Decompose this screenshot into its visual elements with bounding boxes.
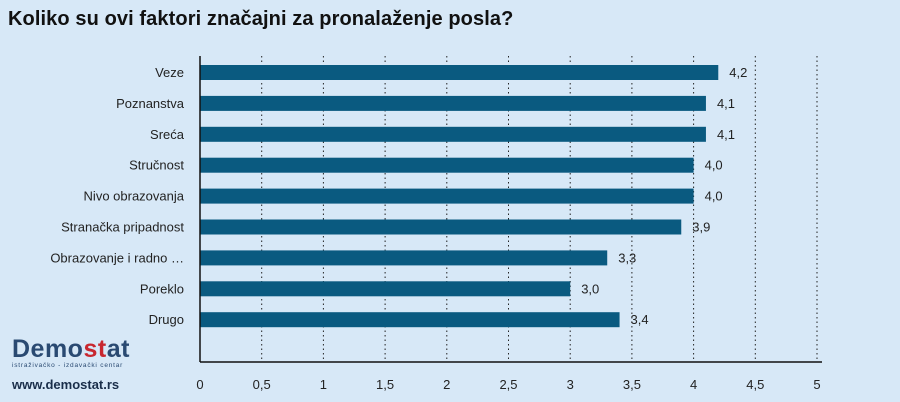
value-label: 4,1 <box>717 127 735 142</box>
brand-name: Demostat <box>12 335 130 363</box>
bar <box>200 157 694 173</box>
labels: 0 0,5 1 1,5 2 2,5 3 3,5 4 4,5 5 Veze 4,2 Poznanstva 4,… <box>50 65 820 392</box>
x-tick-label: 5 <box>813 377 820 392</box>
x-tick-label: 2 <box>443 377 450 392</box>
value-label: 4,0 <box>705 189 723 204</box>
category-label: Poreklo <box>140 281 184 296</box>
category-label: Drugo <box>149 312 184 327</box>
x-tick-label: 1 <box>320 377 327 392</box>
chart-title: Koliko su ovi faktori značajni za pronal… <box>8 8 514 30</box>
category-label: Stručnost <box>129 158 184 173</box>
x-tick-label: 3,5 <box>623 377 641 392</box>
bar <box>200 219 682 235</box>
category-label: Poznanstva <box>116 96 185 111</box>
category-label: Stranačka pripadnost <box>61 220 184 235</box>
bar <box>200 126 706 142</box>
value-label: 3,4 <box>631 312 649 327</box>
value-label: 4,0 <box>705 158 723 173</box>
category-label: Sreća <box>150 127 185 142</box>
x-tick-label: 2,5 <box>499 377 517 392</box>
x-tick-label: 1,5 <box>376 377 394 392</box>
bar <box>200 281 571 297</box>
value-label: 4,2 <box>729 65 747 80</box>
value-label: 4,1 <box>717 96 735 111</box>
bar <box>200 312 620 328</box>
bar <box>200 95 706 111</box>
brand-subtitle: istraživačko - izdavački centar <box>12 362 124 369</box>
bar <box>200 65 719 80</box>
brand-url: www.demostat.rs <box>12 377 120 392</box>
bar <box>200 188 694 204</box>
x-tick-label: 3 <box>567 377 574 392</box>
value-label: 3,3 <box>618 250 636 265</box>
axes <box>199 56 822 363</box>
value-label: 3,0 <box>581 281 599 296</box>
category-label: Veze <box>155 65 184 80</box>
value-label: 3,9 <box>692 220 710 235</box>
brand-logo: Demostat istraživačko - izdavački centar <box>12 336 130 369</box>
x-tick-label: 4,5 <box>746 377 764 392</box>
bar <box>200 250 608 266</box>
x-tick-label: 0,5 <box>253 377 271 392</box>
category-label: Nivo obrazovanja <box>84 189 185 204</box>
category-label: Obrazovanje i radno … <box>50 250 184 265</box>
x-tick-label: 0 <box>196 377 203 392</box>
x-tick-label: 4 <box>690 377 697 392</box>
bars <box>200 65 719 328</box>
